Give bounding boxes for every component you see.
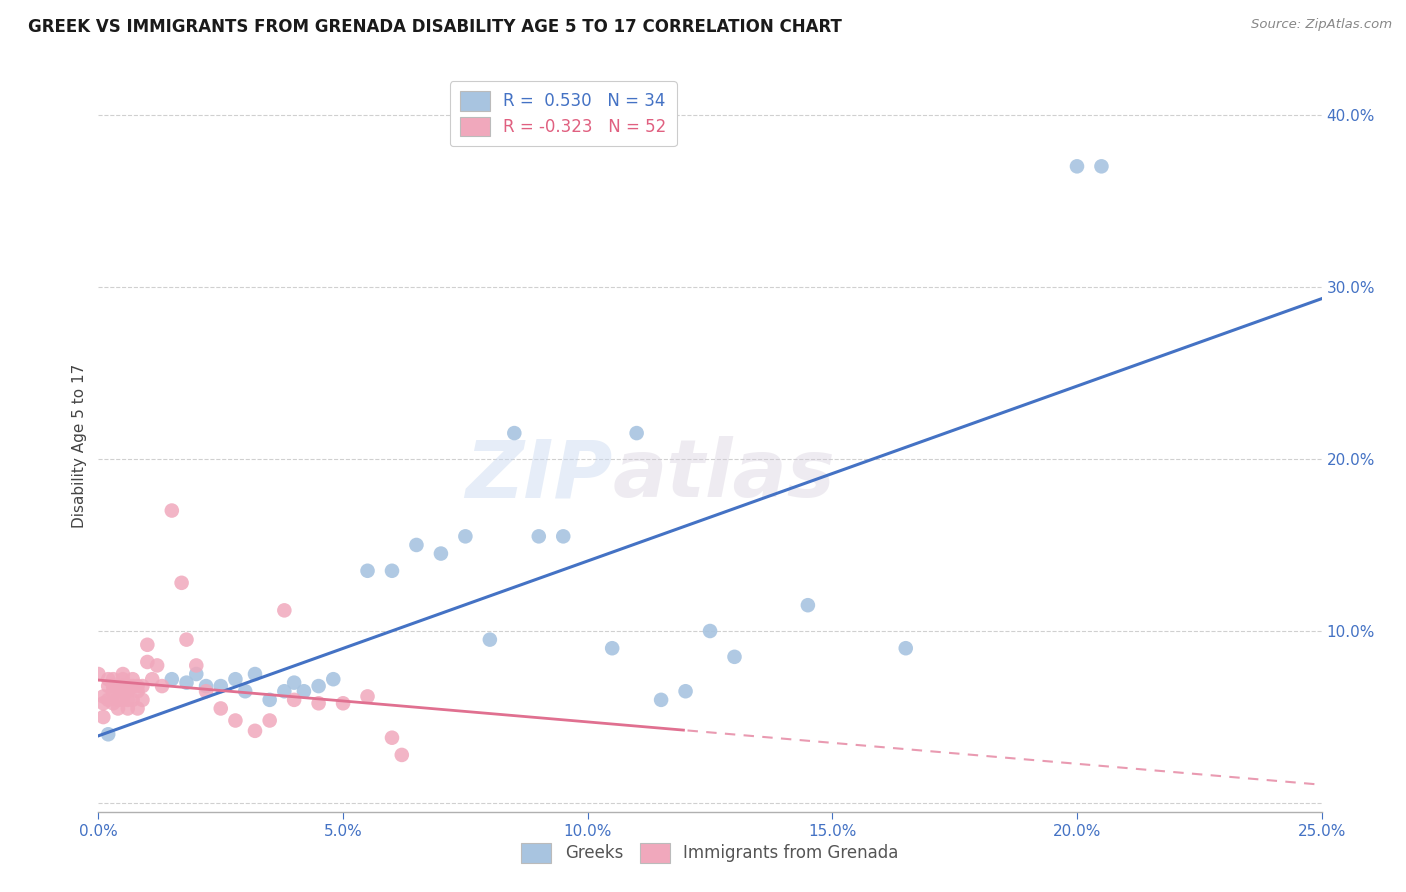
Point — [1090, 159, 1112, 173]
Point — [131, 679, 153, 693]
Point — [675, 684, 697, 698]
Point — [107, 693, 129, 707]
Point — [111, 693, 134, 707]
Point — [381, 731, 404, 745]
Point — [127, 701, 149, 715]
Point — [170, 575, 193, 590]
Point — [195, 684, 218, 698]
Point — [308, 679, 330, 693]
Point — [176, 675, 198, 690]
Point — [91, 690, 114, 704]
Point — [107, 701, 129, 715]
Point — [107, 684, 129, 698]
Point — [322, 672, 344, 686]
Point — [699, 624, 721, 638]
Point — [136, 655, 159, 669]
Point — [224, 714, 246, 728]
Point — [797, 598, 820, 612]
Point — [626, 426, 648, 441]
Point — [91, 710, 114, 724]
Point — [391, 747, 413, 762]
Point — [259, 693, 281, 707]
Point — [146, 658, 169, 673]
Legend: Greeks, Immigrants from Grenada: Greeks, Immigrants from Grenada — [515, 837, 905, 869]
Point — [454, 529, 477, 543]
Point — [723, 649, 745, 664]
Point — [650, 693, 672, 707]
Point — [195, 679, 218, 693]
Point — [101, 696, 124, 710]
Point — [233, 684, 256, 698]
Point — [97, 727, 120, 741]
Point — [176, 632, 198, 647]
Point — [97, 672, 120, 686]
Point — [160, 672, 183, 686]
Text: atlas: atlas — [612, 436, 835, 515]
Point — [111, 667, 134, 681]
Point — [209, 679, 232, 693]
Point — [186, 667, 208, 681]
Point — [150, 679, 173, 693]
Point — [478, 632, 501, 647]
Point — [127, 684, 149, 698]
Point — [117, 679, 139, 693]
Point — [121, 693, 143, 707]
Point — [127, 679, 149, 693]
Point — [405, 538, 427, 552]
Point — [101, 679, 124, 693]
Point — [527, 529, 550, 543]
Text: GREEK VS IMMIGRANTS FROM GRENADA DISABILITY AGE 5 TO 17 CORRELATION CHART: GREEK VS IMMIGRANTS FROM GRENADA DISABIL… — [28, 18, 842, 36]
Point — [1066, 159, 1088, 173]
Point — [224, 672, 246, 686]
Point — [894, 641, 917, 656]
Point — [243, 723, 266, 738]
Point — [97, 679, 120, 693]
Point — [259, 714, 281, 728]
Point — [292, 684, 315, 698]
Point — [117, 701, 139, 715]
Point — [136, 638, 159, 652]
Y-axis label: Disability Age 5 to 17: Disability Age 5 to 17 — [72, 364, 87, 528]
Point — [553, 529, 575, 543]
Point — [121, 672, 143, 686]
Point — [503, 426, 526, 441]
Point — [308, 696, 330, 710]
Point — [121, 679, 143, 693]
Point — [111, 679, 134, 693]
Point — [243, 667, 266, 681]
Point — [273, 684, 295, 698]
Point — [160, 503, 183, 517]
Point — [111, 672, 134, 686]
Point — [97, 693, 120, 707]
Point — [101, 684, 124, 698]
Point — [141, 672, 163, 686]
Text: ZIP: ZIP — [465, 436, 612, 515]
Point — [356, 564, 378, 578]
Point — [273, 603, 295, 617]
Text: Source: ZipAtlas.com: Source: ZipAtlas.com — [1251, 18, 1392, 31]
Point — [186, 658, 208, 673]
Point — [117, 693, 139, 707]
Point — [332, 696, 354, 710]
Point — [101, 672, 124, 686]
Point — [131, 693, 153, 707]
Point — [111, 684, 134, 698]
Point — [283, 675, 305, 690]
Point — [91, 696, 114, 710]
Point — [87, 667, 110, 681]
Point — [381, 564, 404, 578]
Point — [600, 641, 623, 656]
Point — [209, 701, 232, 715]
Point — [117, 684, 139, 698]
Point — [283, 693, 305, 707]
Point — [430, 547, 453, 561]
Point — [356, 690, 378, 704]
